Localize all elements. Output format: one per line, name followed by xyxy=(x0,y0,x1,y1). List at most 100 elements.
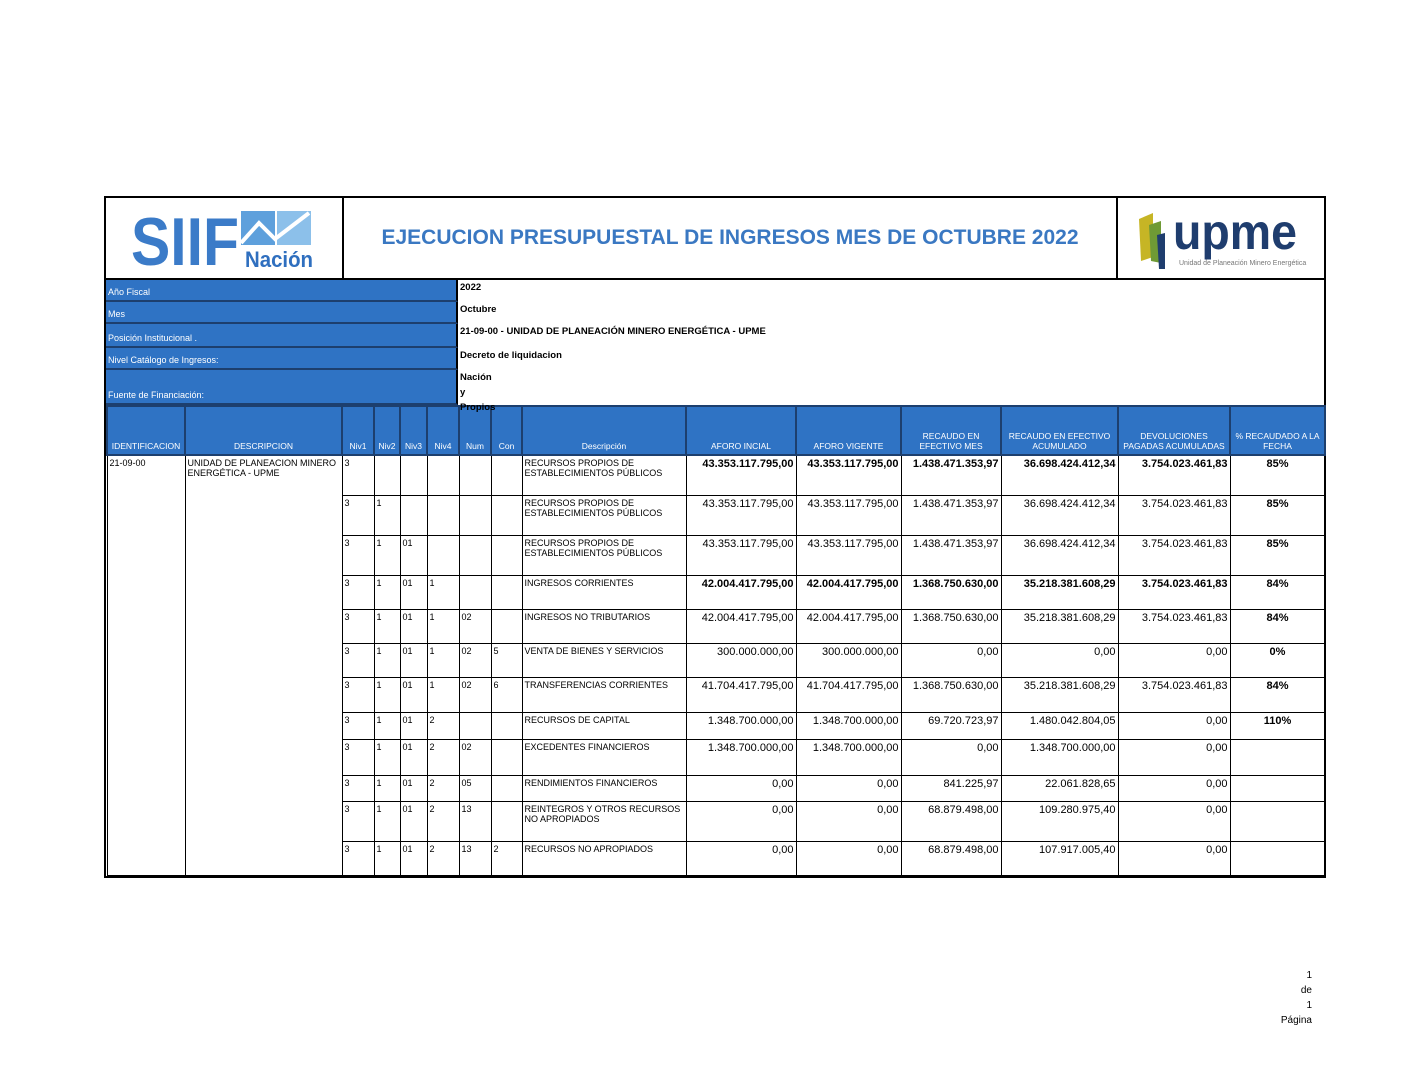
cell-recaudo-acum: 1.348.700.000,00 xyxy=(1000,739,1119,776)
cell-niv4: 2 xyxy=(426,841,460,876)
cell-niv4: 2 xyxy=(426,775,460,802)
cell-num: 02 xyxy=(458,739,492,776)
cell-aforo-inicial: 0,00 xyxy=(685,801,797,842)
parameter-value: Octubre xyxy=(460,304,497,315)
cell-niv3: 01 xyxy=(399,575,428,610)
page-indicator: 1 de 1 Página xyxy=(1270,968,1312,1028)
cell-devoluciones: 3.754.023.461,83 xyxy=(1117,677,1231,713)
cell-recaudo-mes: 68.879.498,00 xyxy=(900,841,1002,876)
cell-niv1: 3 xyxy=(341,677,375,713)
cell-con xyxy=(490,739,523,776)
svg-text:SIIF: SIIF xyxy=(131,205,239,271)
table-row: 3 1 01 1 02 INGRESOS NO TRIBUTARIOS 42.004.417… xyxy=(107,609,1326,644)
cell-devoluciones: 3.754.023.461,83 xyxy=(1117,609,1231,644)
cell-niv3 xyxy=(399,455,428,496)
cell-niv3: 01 xyxy=(399,775,428,802)
parameter-row: Posición Institucional . 21-09-00 - UNIDA… xyxy=(106,324,1324,348)
cell-recaudo-acum: 35.218.381.608,29 xyxy=(1000,677,1119,713)
cell-con xyxy=(490,609,523,644)
siif-nacion-logo: SIIF Nación xyxy=(106,198,344,278)
cell-num: 02 xyxy=(458,609,492,644)
cell-con xyxy=(490,455,523,496)
cell-aforo-vigente: 0,00 xyxy=(795,775,902,802)
parameter-label: Mes xyxy=(106,302,458,324)
cell-aforo-vigente: 0,00 xyxy=(795,801,902,842)
column-header: AFORO INCIAL xyxy=(685,405,797,456)
cell-recaudo-acum: 36.698.424.412,34 xyxy=(1000,535,1119,576)
cell-niv1: 3 xyxy=(341,575,375,610)
column-header: DEVOLUCIONES PAGADAS ACUMULADAS xyxy=(1117,405,1231,456)
cell-pct xyxy=(1229,775,1326,802)
table-row: 3 1 01 2 RECURSOS DE CAPITAL 1.348.700.000,00… xyxy=(107,712,1326,740)
cell-pct: 84% xyxy=(1229,609,1326,644)
svg-text:upme: upme xyxy=(1173,205,1297,260)
cell-niv4 xyxy=(426,535,460,576)
cell-aforo-inicial: 42.004.417.795,00 xyxy=(685,575,797,610)
cell-aforo-inicial: 41.704.417.795,00 xyxy=(685,677,797,713)
cell-num: 13 xyxy=(458,841,492,876)
cell-num xyxy=(458,495,492,536)
column-header: Niv1 xyxy=(341,405,375,456)
cell-pct: 0% xyxy=(1229,643,1326,678)
cell-recaudo-acum: 35.218.381.608,29 xyxy=(1000,575,1119,610)
parameter-value: 2022 xyxy=(460,282,482,293)
cell-niv2 xyxy=(373,455,401,496)
cell-devoluciones: 0,00 xyxy=(1117,712,1231,740)
cell-recaudo-mes: 68.879.498,00 xyxy=(900,801,1002,842)
cell-recaudo-mes: 1.438.471.353,97 xyxy=(900,455,1002,496)
cell-niv3: 01 xyxy=(399,535,428,576)
cell-aforo-vigente: 42.004.417.795,00 xyxy=(795,609,902,644)
cell-desc: EXCEDENTES FINANCIEROS xyxy=(521,739,687,776)
cell-niv3 xyxy=(399,495,428,536)
cell-desc: RECURSOS DE CAPITAL xyxy=(521,712,687,740)
cell-niv2: 1 xyxy=(373,739,401,776)
cell-niv1: 3 xyxy=(341,739,375,776)
report-title: EJECUCION PRESUPUESTAL DE INGRESOS MES D… xyxy=(344,198,1118,278)
cell-desc: REINTEGROS Y OTROS RECURSOS NO APROPIADO… xyxy=(521,801,687,842)
cell-devoluciones: 3.754.023.461,83 xyxy=(1117,495,1231,536)
table-row: 3 1 01 1 02 6 TRANSFERENCIAS CORRIENTES 41.704.… xyxy=(107,677,1326,713)
parameter-value: 21-09-00 - UNIDAD DE PLANEACIÓN MINERO E… xyxy=(460,326,766,337)
cell-recaudo-mes: 1.368.750.630,00 xyxy=(900,677,1002,713)
cell-pct: 110% xyxy=(1229,712,1326,740)
cell-desc: RECURSOS PROPIOS DE ESTABLECIMIENTOS PÚB… xyxy=(521,455,687,496)
cell-pct: 84% xyxy=(1229,575,1326,610)
cell-niv1: 3 xyxy=(341,841,375,876)
svg-text:Nación: Nación xyxy=(245,247,313,271)
cell-niv2: 1 xyxy=(373,677,401,713)
cell-pct: 85% xyxy=(1229,455,1326,496)
cell-num: 05 xyxy=(458,775,492,802)
cell-desc: VENTA DE BIENES Y SERVICIOS xyxy=(521,643,687,678)
cell-aforo-vigente: 41.704.417.795,00 xyxy=(795,677,902,713)
cell-recaudo-acum: 107.917.005,40 xyxy=(1000,841,1119,876)
cell-desc: RECURSOS NO APROPIADOS xyxy=(521,841,687,876)
cell-aforo-vigente: 42.004.417.795,00 xyxy=(795,575,902,610)
cell-con: 6 xyxy=(490,677,523,713)
cell-aforo-vigente: 1.348.700.000,00 xyxy=(795,712,902,740)
cell-recaudo-mes: 69.720.723,97 xyxy=(900,712,1002,740)
cell-desc: RECURSOS PROPIOS DE ESTABLECIMIENTOS PÚB… xyxy=(521,535,687,576)
cell-niv1: 3 xyxy=(341,775,375,802)
cell-pct: 85% xyxy=(1229,535,1326,576)
report-frame: SIIF Nación EJECUCION PRESUPUESTAL DE IN… xyxy=(104,196,1326,878)
parameter-row: Año Fiscal 2022 xyxy=(106,280,1324,302)
column-header: IDENTIFICACION xyxy=(106,405,186,456)
cell-aforo-inicial: 300.000.000,00 xyxy=(685,643,797,678)
cell-niv2: 1 xyxy=(373,775,401,802)
cell-con xyxy=(490,775,523,802)
cell-devoluciones: 0,00 xyxy=(1117,841,1231,876)
cell-niv3: 01 xyxy=(399,677,428,713)
parameter-row: Fuente de Financiación: Nación y Propios xyxy=(106,370,1324,413)
cell-desc: RECURSOS PROPIOS DE ESTABLECIMIENTOS PÚB… xyxy=(521,495,687,536)
cell-num xyxy=(458,535,492,576)
cell-recaudo-acum: 35.218.381.608,29 xyxy=(1000,609,1119,644)
cell-num xyxy=(458,575,492,610)
cell-pct xyxy=(1229,801,1326,842)
cell-aforo-inicial: 1.348.700.000,00 xyxy=(685,739,797,776)
column-header: Con xyxy=(490,405,523,456)
cell-num: 02 xyxy=(458,677,492,713)
column-header: RECAUDO EN EFECTIVO ACUMULADO xyxy=(1000,405,1119,456)
cell-con xyxy=(490,575,523,610)
cell-recaudo-mes: 1.368.750.630,00 xyxy=(900,575,1002,610)
cell-recaudo-mes: 841.225,97 xyxy=(900,775,1002,802)
